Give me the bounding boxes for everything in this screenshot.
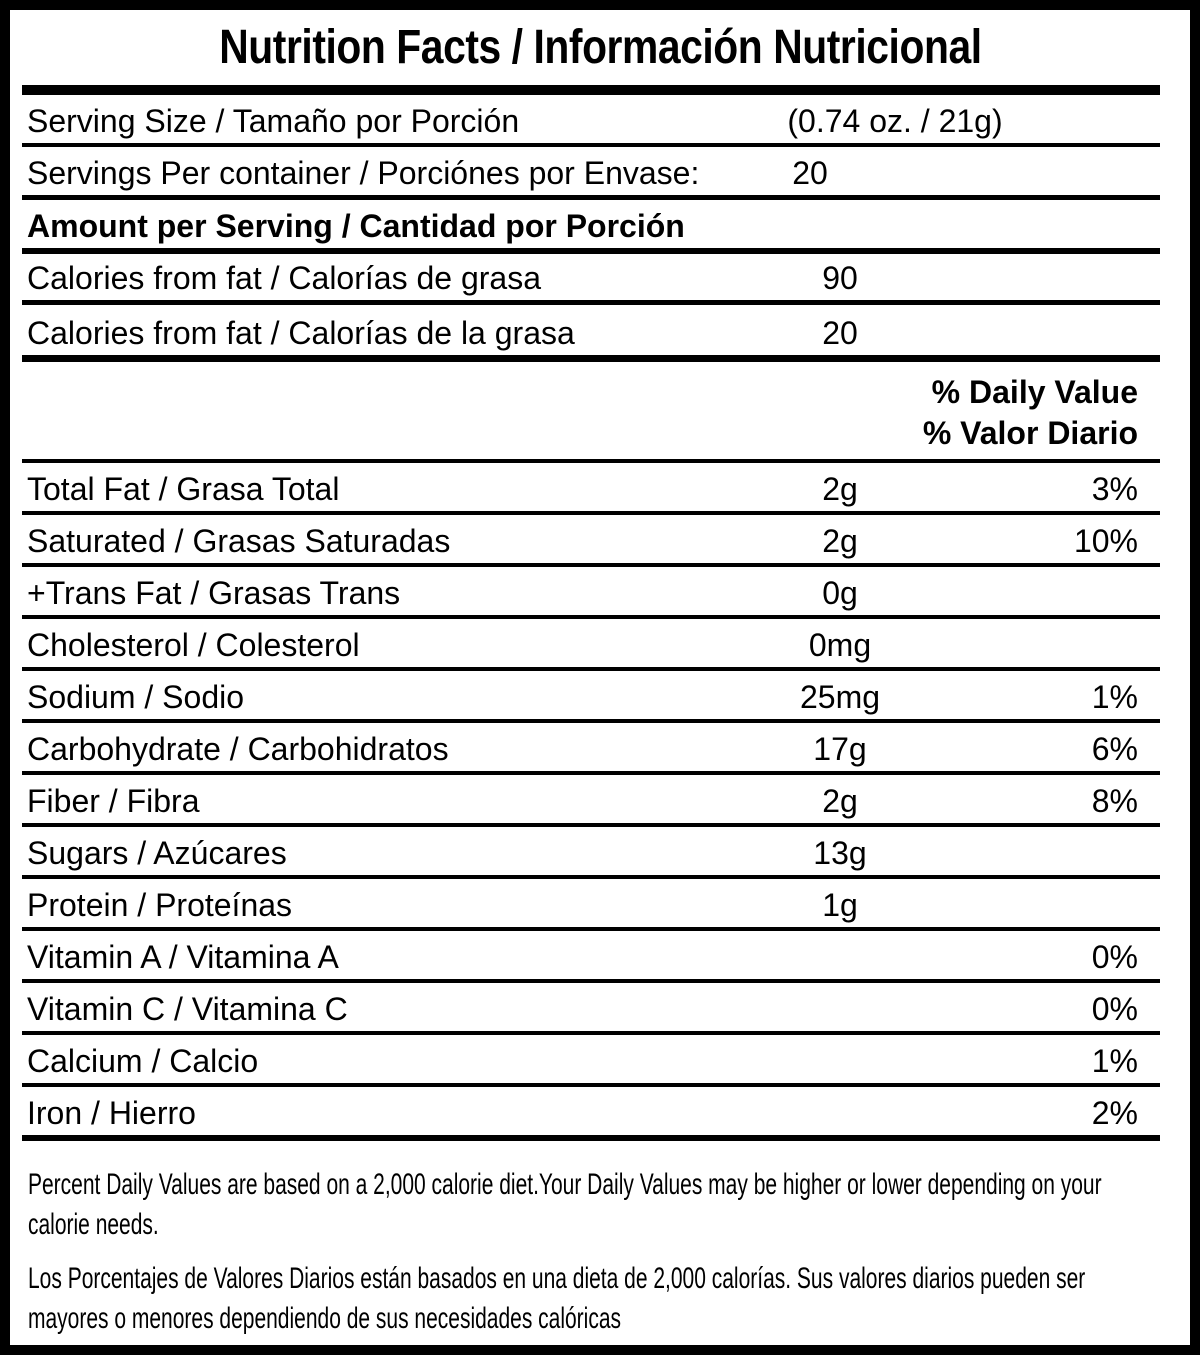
nutrient-label: Fiber / Fibra bbox=[27, 783, 200, 819]
nutrient-dv: 2% bbox=[1091, 1095, 1138, 1131]
servings-per-container-value: 20 bbox=[792, 155, 828, 191]
nutrient-row-cholesterol: Cholesterol / Colesterol 0mg bbox=[22, 619, 1160, 671]
nutrient-row-carbohydrate: Carbohydrate / Carbohidratos 17g 6% bbox=[22, 723, 1160, 775]
nutrient-label: Sugars / Azúcares bbox=[27, 835, 287, 871]
nutrient-label: Vitamin C / Vitamina C bbox=[27, 991, 348, 1027]
nutrient-row-calcium: Calcium / Calcio 1% bbox=[22, 1035, 1160, 1087]
nutrient-dv: 3% bbox=[1091, 471, 1138, 507]
nutrient-dv: 0% bbox=[1091, 939, 1138, 975]
nutrient-label: Cholesterol / Colesterol bbox=[27, 627, 360, 663]
nutrient-row-total-fat: Total Fat / Grasa Total 2g 3% bbox=[22, 463, 1160, 515]
page-title: Nutrition Facts / Información Nutriciona… bbox=[218, 20, 982, 74]
nutrient-amount: 17g bbox=[813, 731, 867, 767]
calories-from-fat-value-1: 90 bbox=[822, 260, 858, 296]
footnotes-section: Percent Daily Values are based on a 2,00… bbox=[22, 1141, 1160, 1339]
calories-from-fat-label-1: Calories from fat / Calorías de grasa bbox=[27, 260, 541, 296]
servings-per-container-row: Servings Per container / Porciónes por E… bbox=[22, 147, 1160, 200]
nutrient-amount: 2g bbox=[822, 783, 858, 819]
nutrient-label: Calcium / Calcio bbox=[27, 1043, 259, 1079]
serving-size-value: (0.74 oz. / 21g) bbox=[787, 103, 1003, 139]
daily-value-header-es: % Valor Diario bbox=[922, 415, 1138, 451]
nutrient-dv: 0% bbox=[1091, 991, 1138, 1027]
nutrient-label: Sodium / Sodio bbox=[27, 679, 245, 715]
nutrient-row-fiber: Fiber / Fibra 2g 8% bbox=[22, 775, 1160, 827]
nutrient-row-protein: Protein / Proteínas 1g bbox=[22, 879, 1160, 931]
nutrient-dv: 1% bbox=[1091, 679, 1138, 715]
nutrient-label: Total Fat / Grasa Total bbox=[27, 471, 340, 507]
serving-size-row: Serving Size / Tamaño por Porción (0.74 … bbox=[22, 95, 1160, 147]
nutrient-label: +Trans Fat / Grasas Trans bbox=[27, 575, 401, 611]
nutrient-amount: 2g bbox=[822, 471, 858, 507]
amount-per-serving-header: Amount per Serving / Cantidad por Porció… bbox=[27, 208, 685, 244]
nutrient-label: Vitamin A / Vitamina A bbox=[27, 939, 339, 975]
nutrient-row-sugars: Sugars / Azúcares 13g bbox=[22, 827, 1160, 879]
servings-per-container-label: Servings Per container / Porciónes por E… bbox=[27, 155, 700, 191]
nutrient-amount: 1g bbox=[822, 887, 858, 923]
calories-from-fat-row-2: Calories from fat / Calorías de la grasa… bbox=[22, 305, 1160, 362]
nutrient-dv: 1% bbox=[1091, 1043, 1138, 1079]
nutrient-amount: 2g bbox=[822, 523, 858, 559]
nutrient-dv: 8% bbox=[1091, 783, 1138, 819]
footnote-spanish: Los Porcentajes de Valores Diarios están… bbox=[28, 1262, 1086, 1335]
nutrient-label: Carbohydrate / Carbohidratos bbox=[27, 731, 449, 767]
nutrient-row-saturated-fat: Saturated / Grasas Saturadas 2g 10% bbox=[22, 515, 1160, 567]
daily-value-header-en: % Daily Value bbox=[931, 374, 1138, 410]
nutrient-amount: 0mg bbox=[808, 627, 872, 663]
daily-value-header: % Daily Value % Valor Diario bbox=[22, 362, 1160, 463]
nutrient-row-sodium: Sodium / Sodio 25mg 1% bbox=[22, 671, 1160, 723]
label-header: Nutrition Facts / Información Nutriciona… bbox=[10, 10, 1190, 85]
nutrient-row-vitamin-a: Vitamin A / Vitamina A 0% bbox=[22, 931, 1160, 983]
amount-per-serving-header-row: Amount per Serving / Cantidad por Porció… bbox=[22, 200, 1160, 254]
footnote-english: Percent Daily Values are based on a 2,00… bbox=[28, 1168, 1102, 1241]
nutrient-row-iron: Iron / Hierro 2% bbox=[22, 1087, 1160, 1141]
nutrient-dv: 6% bbox=[1091, 731, 1138, 767]
nutrient-row-trans-fat: +Trans Fat / Grasas Trans 0g bbox=[22, 567, 1160, 619]
header-divider-bar bbox=[22, 85, 1160, 95]
calories-from-fat-label-2: Calories from fat / Calorías de la grasa bbox=[27, 315, 575, 351]
nutrient-amount: 0g bbox=[822, 575, 858, 611]
nutrient-amount: 13g bbox=[813, 835, 867, 871]
nutrient-label: Iron / Hierro bbox=[27, 1095, 196, 1131]
nutrient-amount: 25mg bbox=[799, 679, 881, 715]
nutrient-label: Saturated / Grasas Saturadas bbox=[27, 523, 451, 559]
nutrient-row-vitamin-c: Vitamin C / Vitamina C 0% bbox=[22, 983, 1160, 1035]
calories-from-fat-row-1: Calories from fat / Calorías de grasa 90 bbox=[22, 254, 1160, 305]
serving-size-label: Serving Size / Tamaño por Porción bbox=[27, 103, 520, 139]
nutrient-label: Protein / Proteínas bbox=[27, 887, 293, 923]
nutrient-dv: 10% bbox=[1073, 523, 1138, 559]
calories-from-fat-value-2: 20 bbox=[822, 315, 858, 351]
